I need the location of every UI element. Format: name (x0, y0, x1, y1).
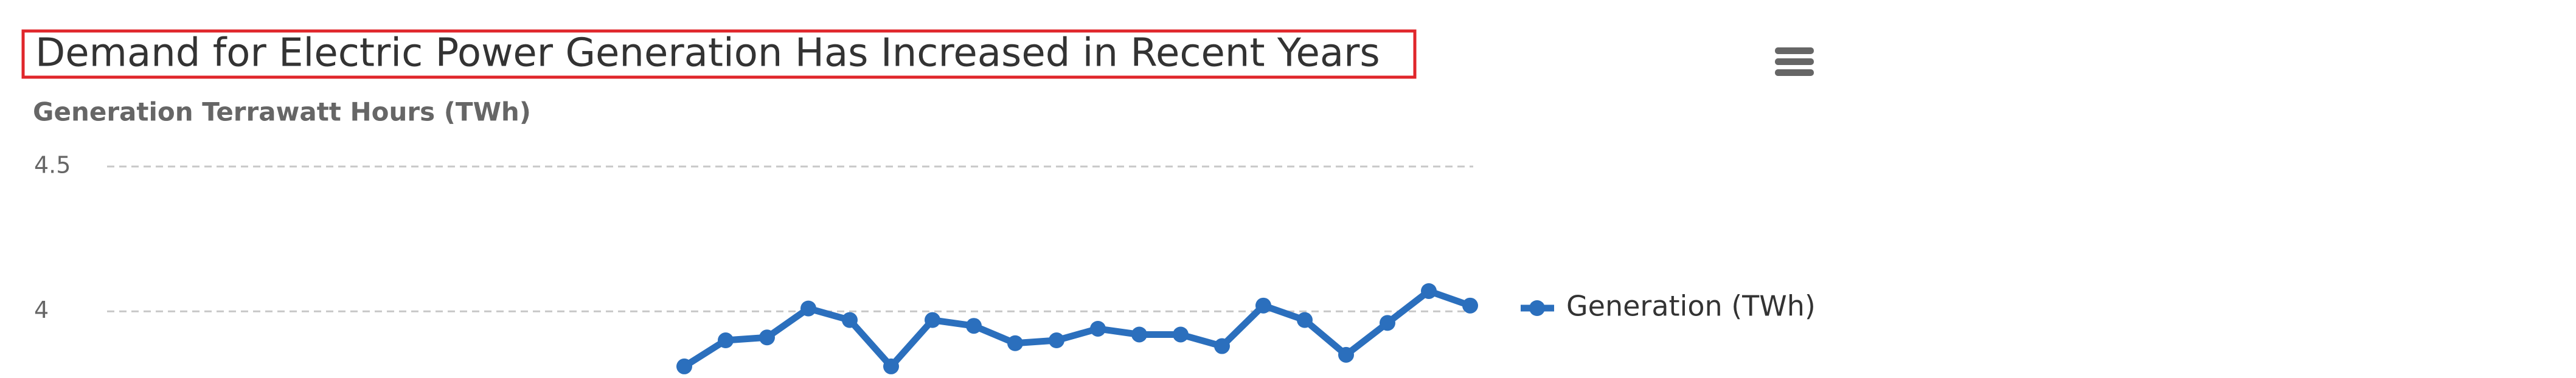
data-point (1255, 297, 1271, 314)
data-point (1338, 346, 1354, 363)
legend-label[interactable]: Generation (TWh) (1566, 290, 1816, 323)
data-point (1131, 326, 1147, 343)
data-point (842, 312, 858, 328)
data-point (1173, 326, 1189, 343)
data-point (1421, 283, 1437, 299)
data-point (800, 300, 816, 317)
data-point (1007, 335, 1023, 351)
legend-marker (1529, 300, 1545, 316)
data-point (925, 312, 940, 328)
menu-icon[interactable] (1775, 47, 1814, 76)
y-tick-label: 4.5 (34, 152, 71, 179)
data-point (1049, 332, 1064, 349)
data-point (883, 358, 899, 374)
data-point (1462, 297, 1478, 314)
chart-title: Demand for Electric Power Generation Has… (35, 31, 1380, 76)
menu-bar[interactable] (1775, 58, 1814, 65)
y-tick-label: 4 (34, 297, 49, 323)
data-point (676, 358, 692, 374)
y-axis-title: Generation Terrawatt Hours (TWh) (33, 97, 531, 127)
data-point (1090, 320, 1106, 337)
menu-bar[interactable] (1775, 47, 1814, 54)
data-point (1214, 338, 1230, 354)
data-point (966, 318, 982, 334)
data-point (759, 329, 775, 346)
data-point (1297, 312, 1313, 328)
data-point (1380, 315, 1395, 331)
menu-bar[interactable] (1775, 69, 1814, 76)
title-box (21, 29, 1417, 79)
data-point (718, 332, 734, 349)
